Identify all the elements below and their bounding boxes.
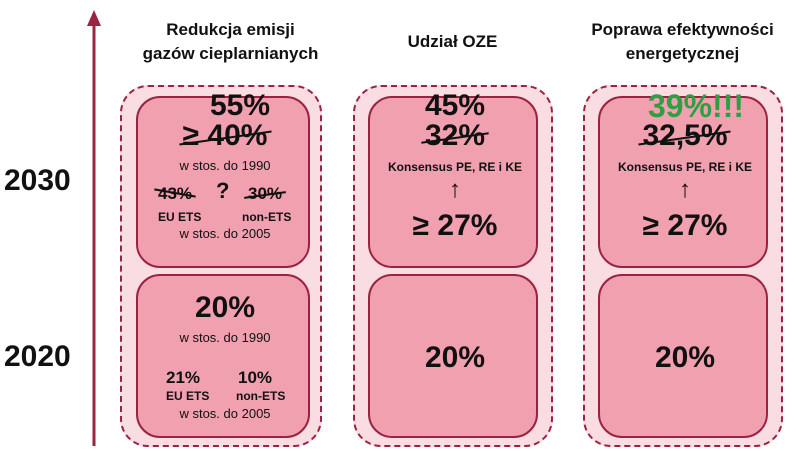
efficiency-2030-old-value: 32,5%	[642, 119, 728, 152]
efficiency-2030-up-arrow: ↑	[679, 176, 691, 203]
emissions-2020-box: 20% w stos. do 1990 21% 10% EU ETS non-E…	[136, 274, 310, 438]
emissions-2030-nonets-label: non-ETS	[242, 210, 292, 224]
emissions-2020-ets-label: EU ETS	[166, 389, 210, 403]
efficiency-2030-box: 39%!!! 32,5% Konsensus PE, RE i KE ↑ ≥ 2…	[598, 88, 768, 268]
emissions-2020-nonets-label: non-ETS	[236, 389, 286, 403]
emissions-title-line1: Redukcja emisji	[166, 20, 295, 39]
year-2030-label: 2030	[4, 164, 71, 197]
year-2020-label: 2020	[4, 340, 71, 373]
efficiency-2030-new-value: 39%!!!	[648, 88, 745, 124]
efficiency-2030-base-value: ≥ 27%	[642, 209, 728, 242]
emissions-2030-nonets-old: 30%	[248, 184, 283, 203]
timeline-arrow	[87, 10, 101, 446]
oze-2030-consensus: Konsensus PE, RE i KE	[387, 160, 523, 174]
emissions-2020-ets-value: 21%	[166, 368, 201, 387]
emissions-2030-ref2005: w stos. do 2005	[179, 226, 271, 241]
efficiency-title: Poprawa efektywności energetycznej	[570, 18, 795, 66]
oze-2030-up-arrow: ↑	[449, 176, 461, 203]
emissions-2020-value: 20%	[194, 291, 256, 324]
efficiency-2020-box: 20%	[598, 274, 768, 438]
oze-2020-box: 20%	[368, 274, 538, 438]
emissions-title-line2: gazów cieplarnianych	[142, 44, 319, 63]
oze-2030-new-value: 45%	[424, 89, 486, 122]
emissions-2020-ref1990: w stos. do 1990	[179, 330, 271, 345]
oze-2020-value: 20%	[424, 341, 486, 374]
emissions-2030-ets-old: 43%	[158, 184, 193, 203]
emissions-2030-ets-label: EU ETS	[158, 210, 202, 224]
emissions-2030-ref1990: w stos. do 1990	[179, 158, 271, 173]
oze-title: Udział OZE	[407, 32, 498, 51]
oze-2030-box: 45% 32% Konsensus PE, RE i KE ↑ ≥ 27%	[368, 90, 538, 268]
oze-2030-old-value: 32%	[424, 119, 486, 152]
oze-2030-base-value: ≥ 27%	[412, 209, 498, 242]
emissions-2030-new-value: 55%	[210, 89, 271, 122]
efficiency-2030-consensus: Konsensus PE, RE i KE	[617, 160, 753, 174]
emissions-2030-old-value: ≥ 40%	[182, 119, 268, 152]
efficiency-2020-value: 20%	[654, 341, 716, 374]
emissions-title: Redukcja emisji gazów cieplarnianych	[118, 18, 343, 66]
emissions-2020-ref2005: w stos. do 2005	[179, 406, 271, 421]
emissions-2020-nonets-value: 10%	[238, 368, 273, 387]
emissions-2030-question: ?	[216, 178, 230, 203]
efficiency-title-line2: energetycznej	[625, 44, 740, 63]
emissions-2030-box: 55% ≥ 40% w stos. do 1990 43% ? 30% EU E…	[136, 90, 310, 268]
efficiency-title-line1: Poprawa efektywności	[591, 20, 774, 39]
